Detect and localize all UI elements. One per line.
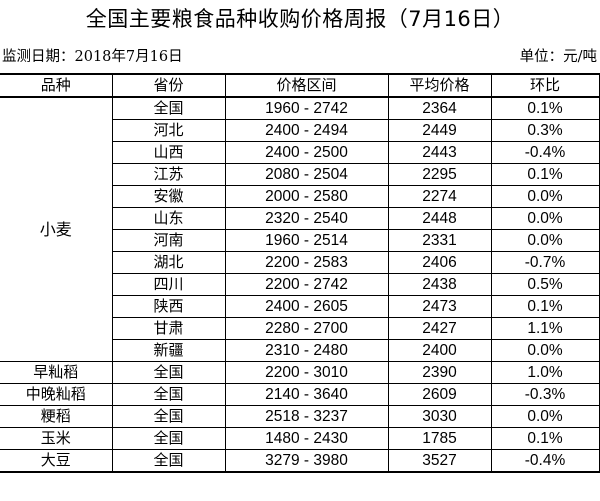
province-cell: 全国 (111, 96, 226, 120)
price-range-cell: 2280 - 2700 (224, 317, 389, 340)
category-cell: 粳稻 (0, 405, 113, 428)
change-cell: 0.1% (490, 295, 600, 318)
change-cell: -0.7% (490, 251, 600, 274)
average-price-cell: 2427 (387, 317, 492, 340)
change-cell: -0.4% (490, 449, 600, 473)
price-range-cell: 1960 - 2514 (224, 229, 389, 252)
header-province: 省份 (111, 73, 226, 98)
price-range-cell: 2200 - 2583 (224, 251, 389, 274)
category-cell: 玉米 (0, 427, 113, 450)
price-range-cell: 2400 - 2500 (224, 141, 389, 164)
average-price-cell: 2473 (387, 295, 492, 318)
average-price-cell: 2449 (387, 119, 492, 142)
province-cell: 全国 (111, 405, 226, 428)
province-cell: 新疆 (111, 339, 226, 362)
average-price-cell: 2609 (387, 383, 492, 406)
change-cell: 0.5% (490, 273, 600, 296)
province-cell: 全国 (111, 449, 226, 473)
header-price-range: 价格区间 (224, 73, 389, 98)
change-cell: 0.0% (490, 229, 600, 252)
average-price-cell: 2406 (387, 251, 492, 274)
change-cell: 0.0% (490, 207, 600, 230)
change-cell: -0.4% (490, 141, 600, 164)
table-row: 早籼稻 全国 2200 - 3010 2390 1.0% (0, 361, 600, 384)
price-range-cell: 2200 - 2742 (224, 273, 389, 296)
average-price-cell: 2364 (387, 96, 492, 120)
table-body: 小麦 全国 1960 - 2742 2364 0.1% 河北 2400 - 2494 2449… (0, 96, 600, 473)
change-cell: 0.1% (490, 427, 600, 450)
province-cell: 四川 (111, 273, 226, 296)
table-row: 大豆 全国 3279 - 3980 3527 -0.4% (0, 449, 600, 473)
average-price-cell: 2295 (387, 163, 492, 186)
monitoring-date: 监测日期：2018年7月16日 (2, 49, 183, 65)
change-cell: 1.0% (490, 361, 600, 384)
price-range-cell: 2080 - 2504 (224, 163, 389, 186)
province-cell: 河北 (111, 119, 226, 142)
price-range-cell: 2140 - 3640 (224, 383, 389, 406)
change-cell: 1.1% (490, 317, 600, 340)
average-price-cell: 3030 (387, 405, 492, 428)
price-range-cell: 2320 - 2540 (224, 207, 389, 230)
price-range-cell: 2200 - 3010 (224, 361, 389, 384)
table-row: 玉米 全国 1480 - 2430 1785 0.1% (0, 427, 600, 450)
average-price-cell: 2331 (387, 229, 492, 252)
average-price-cell: 3527 (387, 449, 492, 473)
average-price-cell: 1785 (387, 427, 492, 450)
header-change: 环比 (490, 73, 600, 98)
change-cell: 0.0% (490, 185, 600, 208)
average-price-cell: 2438 (387, 273, 492, 296)
province-cell: 陕西 (111, 295, 226, 318)
report-title: 全国主要粮食品种收购价格周报（7月16日） (85, 7, 515, 31)
price-range-cell: 3279 - 3980 (224, 449, 389, 473)
table-row: 河南 1960 - 2514 2331 0.0% (0, 229, 600, 252)
change-cell: 0.0% (490, 405, 600, 428)
table-row: 中晚籼稻 全国 2140 - 3640 2609 -0.3% (0, 383, 600, 406)
price-range-cell: 2310 - 2480 (224, 339, 389, 362)
average-price-cell: 2400 (387, 339, 492, 362)
province-cell: 甘肃 (111, 317, 226, 340)
province-cell: 全国 (111, 383, 226, 406)
price-range-cell: 1480 - 2430 (224, 427, 389, 450)
change-cell: 0.1% (490, 96, 600, 120)
category-cell: 小麦 (0, 96, 113, 362)
province-cell: 安徽 (111, 185, 226, 208)
table-row: 湖北 2200 - 2583 2406 -0.7% (0, 251, 600, 274)
average-price-cell: 2448 (387, 207, 492, 230)
price-table: 品种 省份 价格区间 平均价格 环比 小麦 全国 1960 - 2742 2364 0.… (0, 73, 600, 473)
header-average-price: 平均价格 (387, 73, 492, 98)
price-range-cell: 1960 - 2742 (224, 96, 389, 120)
table-row: 山东 2320 - 2540 2448 0.0% (0, 207, 600, 230)
price-range-cell: 2400 - 2605 (224, 295, 389, 318)
province-cell: 全国 (111, 361, 226, 384)
category-cell: 早籼稻 (0, 361, 113, 384)
average-price-cell: 2274 (387, 185, 492, 208)
price-range-cell: 2518 - 3237 (224, 405, 389, 428)
average-price-cell: 2390 (387, 361, 492, 384)
table-row: 小麦 全国 1960 - 2742 2364 0.1% (0, 96, 600, 362)
average-price-cell: 2443 (387, 141, 492, 164)
table-row: 粳稻 全国 2518 - 3237 3030 0.0% (0, 405, 600, 428)
table-row: 安徽 2000 - 2580 2274 0.0% (0, 185, 600, 208)
province-cell: 湖北 (111, 251, 226, 274)
table-row: 甘肃 2280 - 2700 2427 1.1% (0, 317, 600, 340)
table-row: 陕西 2400 - 2605 2473 0.1% (0, 295, 600, 318)
change-cell: 0.1% (490, 163, 600, 186)
change-cell: 0.0% (490, 339, 600, 362)
province-cell: 山东 (111, 207, 226, 230)
province-cell: 全国 (111, 427, 226, 450)
table-row: 江苏 2080 - 2504 2295 0.1% (0, 163, 600, 186)
province-cell: 河南 (111, 229, 226, 252)
category-cell: 大豆 (0, 449, 113, 473)
change-cell: -0.3% (490, 383, 600, 406)
price-range-cell: 2000 - 2580 (224, 185, 389, 208)
unit-label: 单位：元/吨 (519, 49, 597, 65)
header-category: 品种 (0, 73, 113, 98)
category-cell: 中晚籼稻 (0, 383, 113, 406)
province-cell: 江苏 (111, 163, 226, 186)
change-cell: 0.3% (490, 119, 600, 142)
price-range-cell: 2400 - 2494 (224, 119, 389, 142)
table-header-row: 品种 省份 价格区间 平均价格 环比 (0, 73, 600, 98)
province-cell: 山西 (111, 141, 226, 164)
